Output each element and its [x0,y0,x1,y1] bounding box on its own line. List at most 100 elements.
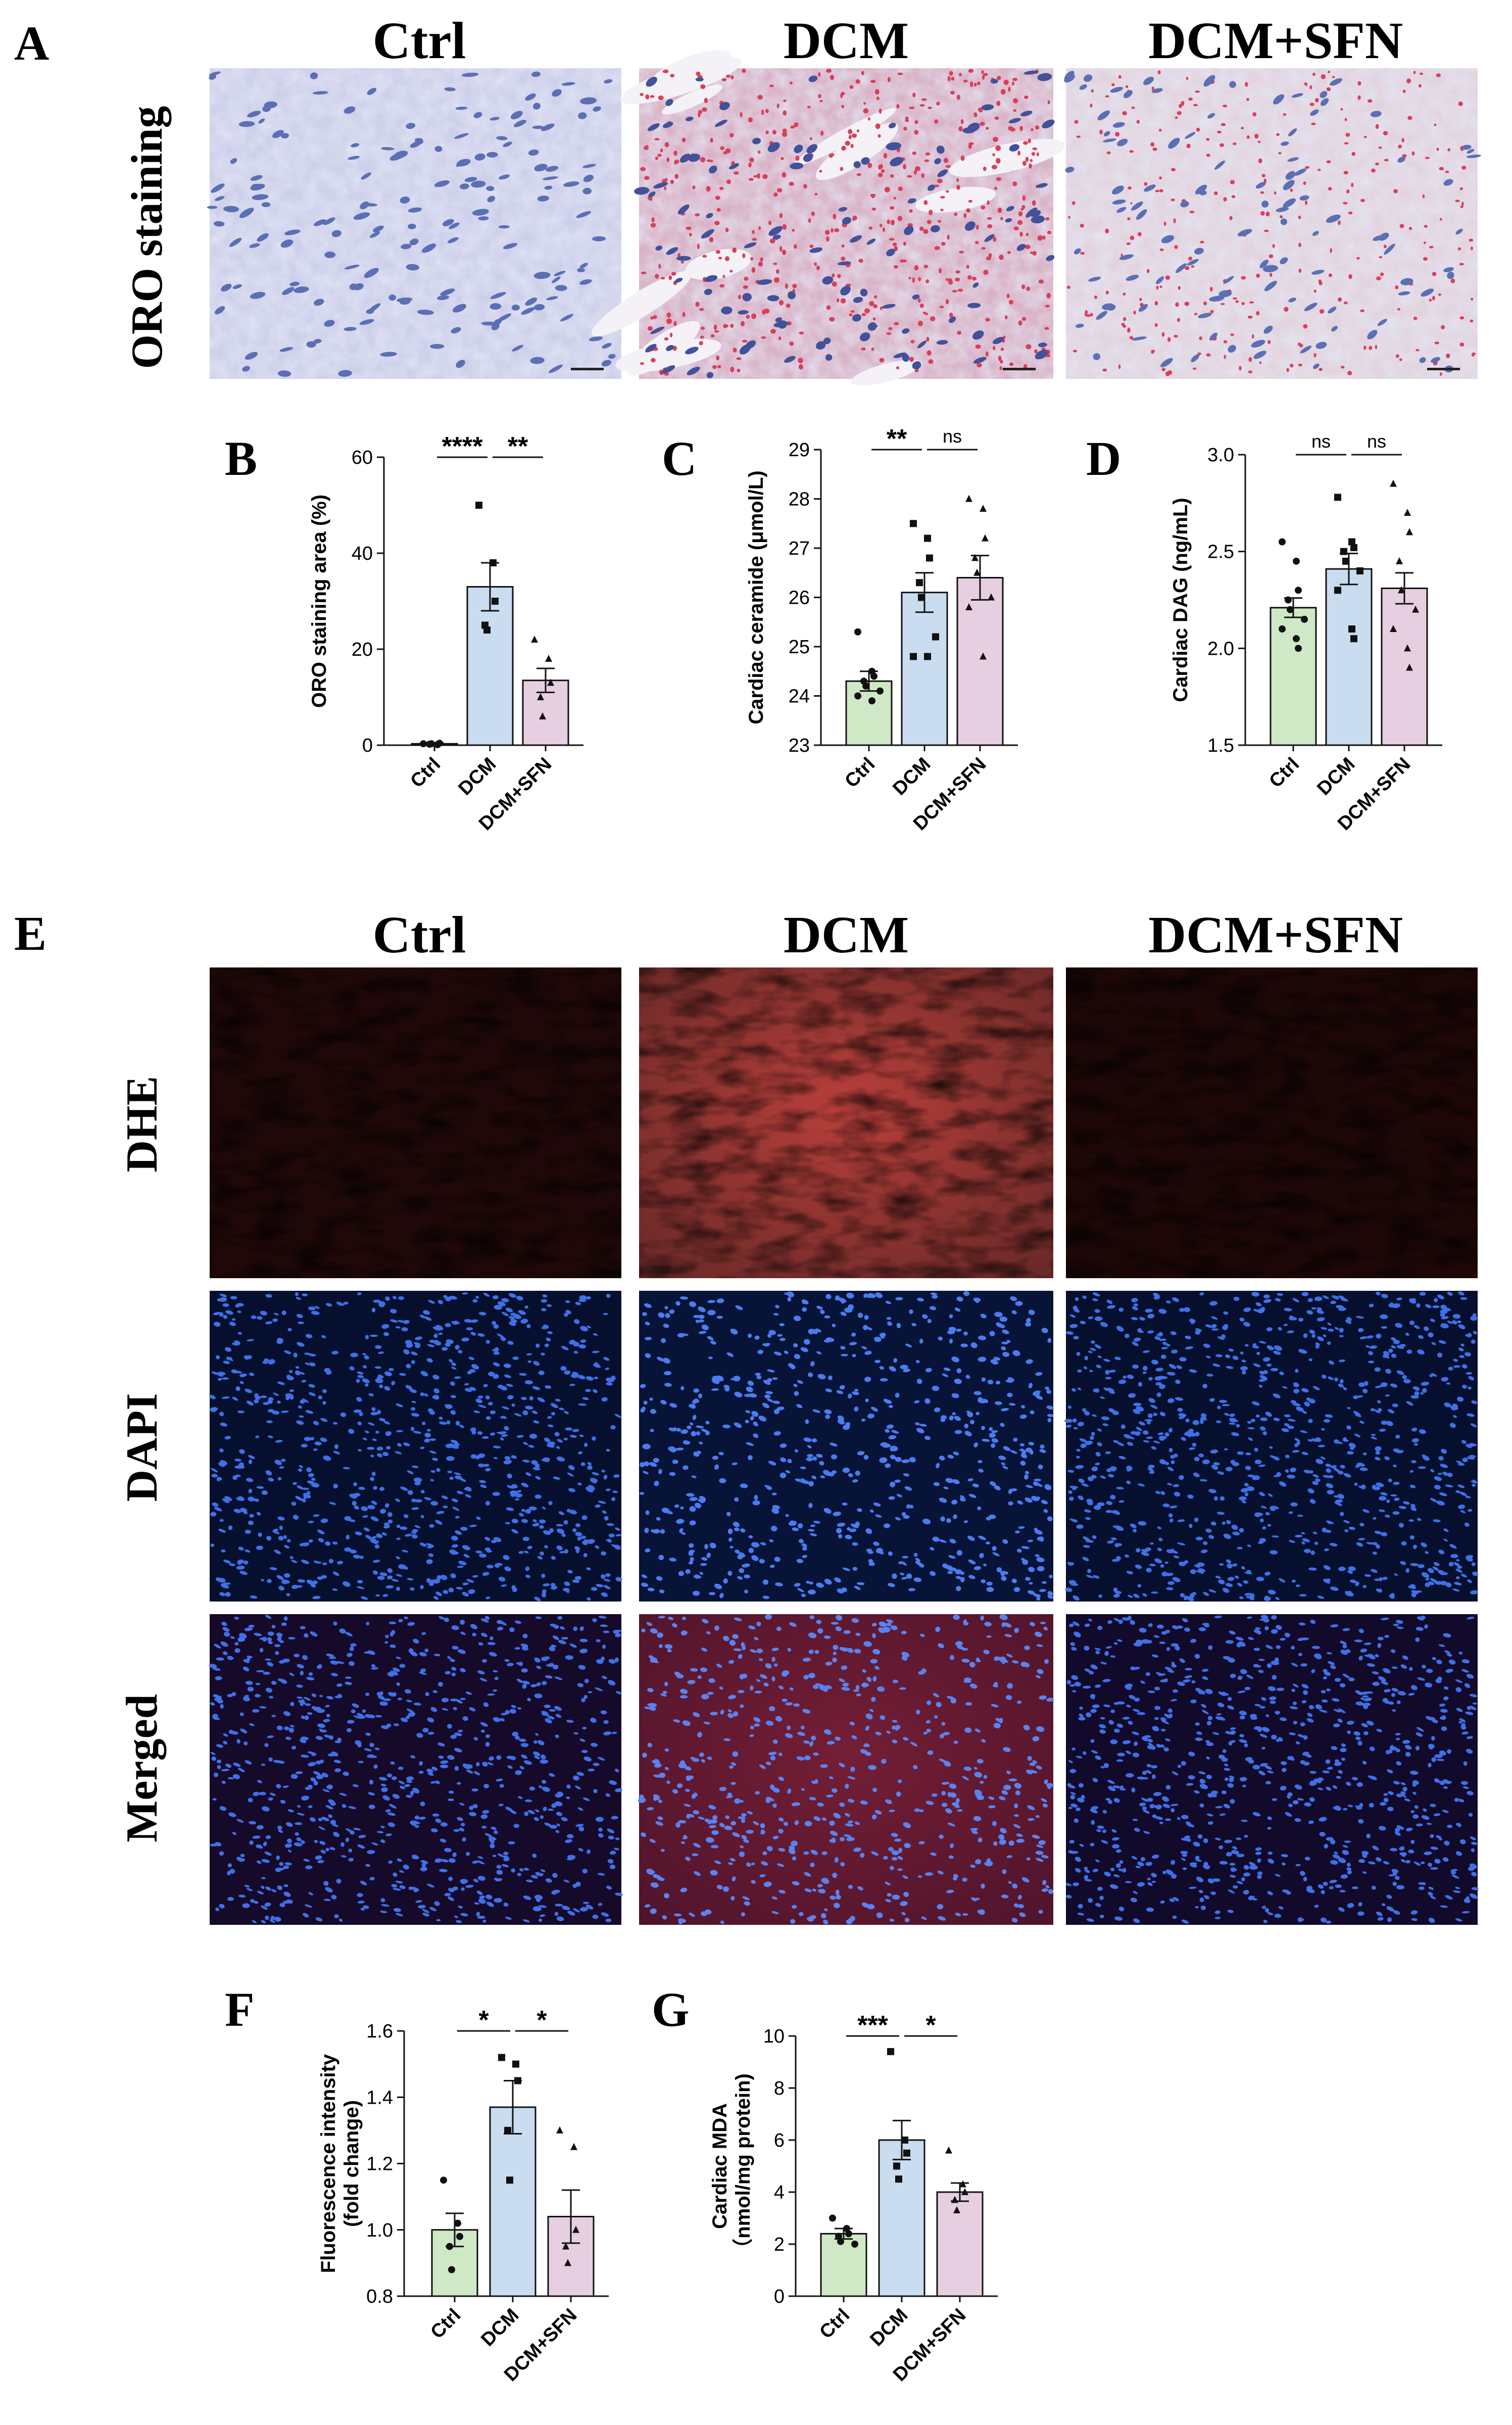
bar-dcm-sfn [936,2191,984,2297]
y-axis-label: (fold change) [340,2100,363,2227]
data-point [562,2242,569,2250]
bar-dcm [878,2139,925,2297]
merged-image-dcm-sfn [1065,1614,1479,1925]
panel-letter-d: D [1086,431,1121,486]
x-tick-label: DCM [1313,754,1359,800]
chart-c-ceramide: 23 24 25 26 27 28 29 Cardiac ceramide (μmol/L) C… [745,424,1018,835]
data-point [901,2137,908,2144]
data-point [547,678,554,686]
error-bar [971,555,989,601]
data-point [504,2126,511,2134]
data-point [988,593,995,601]
data-point [572,2225,579,2233]
x-tick-label: DCM [889,754,935,800]
data-point [1406,528,1413,536]
significance-label: ** [887,424,907,454]
x-tick-label: Ctrl [841,754,879,792]
y-tick-label: 0.8 [366,2286,393,2307]
data-point [837,2238,844,2245]
data-point [436,740,443,747]
data-point [1350,544,1357,551]
y-tick-label: 2.5 [1207,542,1234,563]
bar-dcm [901,592,948,746]
data-point [924,653,931,660]
data-point [982,534,989,542]
y-tick-label: 8 [774,2078,785,2099]
data-point [910,653,917,660]
data-point [564,2259,571,2266]
data-point [1301,615,1308,623]
data-point [537,693,544,700]
dhe-image-dcm [639,967,1053,1278]
dapi-image-dcm [639,1291,1054,1602]
merged-image-dcm [638,1614,1054,1925]
data-point [924,535,931,542]
y-axis-label: Cardiac MDA [709,2103,731,2229]
data-point [1340,548,1347,555]
significance-label: ns [1311,431,1331,452]
y-tick-label: 10 [763,2026,785,2047]
y-axis-label: （nmol/mg protein) [732,2073,754,2259]
x-tick-label: Ctrl [815,2305,854,2343]
data-point [1285,596,1292,604]
significance-label: ns [1367,431,1386,452]
data-point [854,692,861,700]
y-tick-label: 2 [774,2234,785,2255]
data-point [1348,625,1355,633]
data-point [570,2143,577,2150]
data-point [893,2162,900,2170]
fluor-row-label-dapi: DAPI [118,1393,167,1501]
data-point [1406,663,1413,671]
panel-letter-e: E [14,906,46,960]
error-bar [915,572,934,613]
data-point [1279,625,1286,633]
x-tick-label: Ctrl [426,2305,465,2343]
data-point [1396,557,1403,564]
data-point [953,2206,960,2214]
data-point [932,633,939,641]
data-point [916,579,923,587]
dapi-image-dcm-sfn [1064,1291,1478,1602]
data-point [965,603,972,610]
significance-label: **** [442,432,483,461]
y-tick-label: 1.5 [1207,735,1234,756]
y-tick-label: 29 [789,440,810,461]
error-bar [562,2189,580,2244]
y-tick-label: 23 [789,735,810,756]
oro-image-dcm [591,50,1065,386]
data-point [1295,645,1302,652]
data-point [851,2241,858,2248]
data-point [1293,557,1300,565]
x-tick-label: DCM [477,2305,523,2351]
y-tick-label: 1.2 [366,2154,393,2175]
data-point [1334,494,1341,501]
oro-image-ctrl [207,68,621,379]
data-point [887,2048,894,2055]
significance-label: * [925,2011,936,2040]
data-point [531,636,538,643]
panel-letter-g: G [652,1982,690,2036]
data-point [1398,586,1405,594]
x-tick-label: Ctrl [406,754,445,792]
data-point [1295,587,1302,594]
bar-dcm [489,2106,536,2297]
data-point [1390,625,1397,632]
y-tick-label: 28 [789,489,810,510]
data-point [961,2188,968,2195]
data-point [1279,538,1286,546]
significance-label: ** [508,432,528,461]
data-point [862,683,869,690]
data-point [876,687,884,695]
data-point [1293,635,1300,643]
oro-column-header-dcm-sfn: DCM+SFN [1148,12,1403,70]
y-tick-label: 24 [789,686,810,707]
error-bar [1395,572,1413,605]
data-point [498,2054,505,2061]
bar-dcm-sfn [956,577,1004,746]
y-tick-label: 27 [789,538,810,559]
bar-ctrl [820,2233,867,2297]
fluor-row-label-merged: Merged [118,1694,167,1842]
data-point [514,2077,521,2084]
